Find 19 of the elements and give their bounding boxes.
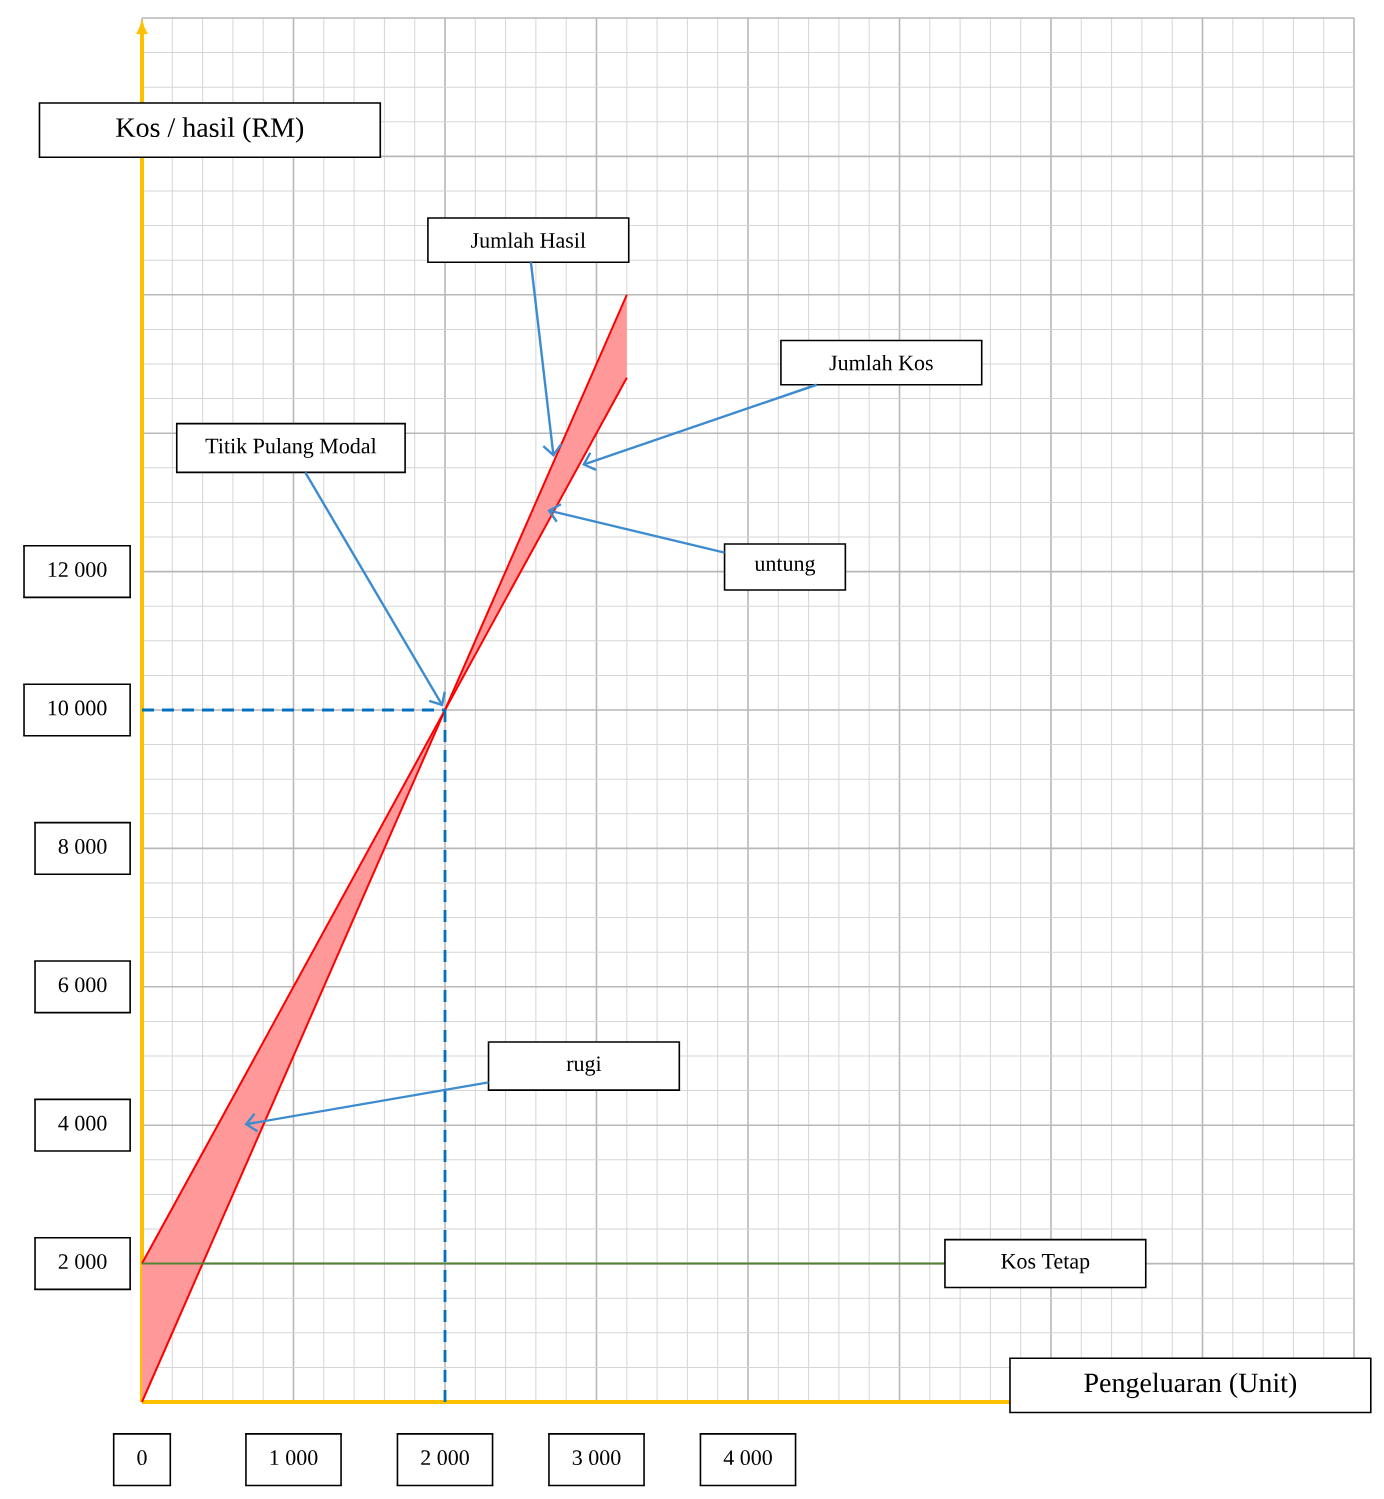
text: Jumlah Kos <box>829 354 933 371</box>
x-tick-label: 3 000 <box>572 1450 621 1466</box>
annotation: rugi <box>566 1056 602 1076</box>
y-tick-label: 2 000 <box>58 1254 107 1270</box>
y-tick-label: 8 000 <box>58 838 107 854</box>
text: Kos Tetap <box>1001 1254 1090 1274</box>
annotation: untung <box>754 558 816 576</box>
x-tick-label: 0 <box>137 1450 147 1466</box>
x-tick-label: 1 000 <box>270 1450 318 1466</box>
annotation: Titik Pulang Modal <box>205 438 377 458</box>
x-tick-label: 4 000 <box>723 1450 772 1466</box>
text: Jumlah Hasil <box>471 232 586 248</box>
y-tick-label: 4 000 <box>58 1115 107 1131</box>
x-tick-label: 2 000 <box>421 1450 469 1466</box>
x-axis-title: Pengeluaran (Unit) <box>1084 1372 1297 1399</box>
y-tick-label: 12 000 <box>48 562 107 578</box>
y-axis-title: Kos / hasil (RM) <box>116 117 304 143</box>
y-tick-label: 10 000 <box>48 700 107 716</box>
y-tick-label: 6 000 <box>58 977 107 993</box>
